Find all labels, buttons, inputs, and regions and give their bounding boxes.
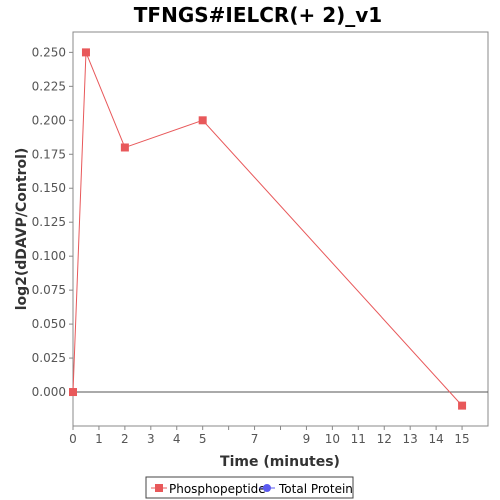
y-tick-label: 0.000 <box>32 385 66 399</box>
data-point <box>458 401 467 410</box>
legend-label-phosphopeptide: Phosphopeptide <box>169 482 266 496</box>
x-axis-title: Time (minutes) <box>220 454 340 470</box>
series-layer <box>69 48 467 410</box>
x-tick-label: 3 <box>147 432 155 446</box>
x-tick-label: 10 <box>325 432 340 446</box>
legend-marker-total-protein <box>263 484 271 492</box>
y-tick-label: 0.100 <box>32 249 66 263</box>
data-point <box>120 143 129 152</box>
legend-box <box>145 476 354 499</box>
legend-label-total-protein: Total Protein <box>278 482 353 496</box>
x-tick-label: 0 <box>69 432 77 446</box>
x-tick-label: 2 <box>121 432 129 446</box>
data-point <box>69 388 77 397</box>
x-axis: 0 1 2 3 4 5 7 9 10 11 12 13 14 15 <box>69 426 470 446</box>
x-tick-label: 7 <box>251 432 259 446</box>
y-tick-label: 0.050 <box>32 317 66 331</box>
plot-area <box>72 31 489 427</box>
data-point <box>81 48 90 57</box>
x-tick-label: 12 <box>377 432 392 446</box>
x-tick-label: 9 <box>303 432 311 446</box>
data-point <box>198 116 207 125</box>
y-tick-label: 0.025 <box>32 351 66 365</box>
x-tick-label: 14 <box>428 432 443 446</box>
y-axis: 0.000 0.025 0.050 0.075 0.100 0.125 0.150 0.175… <box>32 45 73 399</box>
legend: Phosphopeptide Total Protein <box>145 476 354 499</box>
y-tick-label: 0.075 <box>32 283 66 297</box>
x-tick-label: 4 <box>173 432 181 446</box>
y-tick-label: 0.175 <box>32 147 66 161</box>
x-tick-label: 15 <box>454 432 469 446</box>
x-tick-label: 11 <box>351 432 366 446</box>
x-tick-label: 13 <box>403 432 418 446</box>
y-axis-title: log2(dDAVP/Control) <box>14 148 30 311</box>
y-tick-label: 0.200 <box>32 113 66 127</box>
y-tick-label: 0.125 <box>32 215 66 229</box>
x-tick-label: 5 <box>199 432 207 446</box>
y-tick-label: 0.250 <box>32 45 66 59</box>
y-tick-label: 0.225 <box>32 79 66 93</box>
legend-marker-phosphopeptide <box>155 484 163 492</box>
x-tick-label: 1 <box>95 432 103 446</box>
chart-title: TFNGS#IELCR(+ 2)_v1 <box>134 3 382 27</box>
y-tick-label: 0.150 <box>32 181 66 195</box>
